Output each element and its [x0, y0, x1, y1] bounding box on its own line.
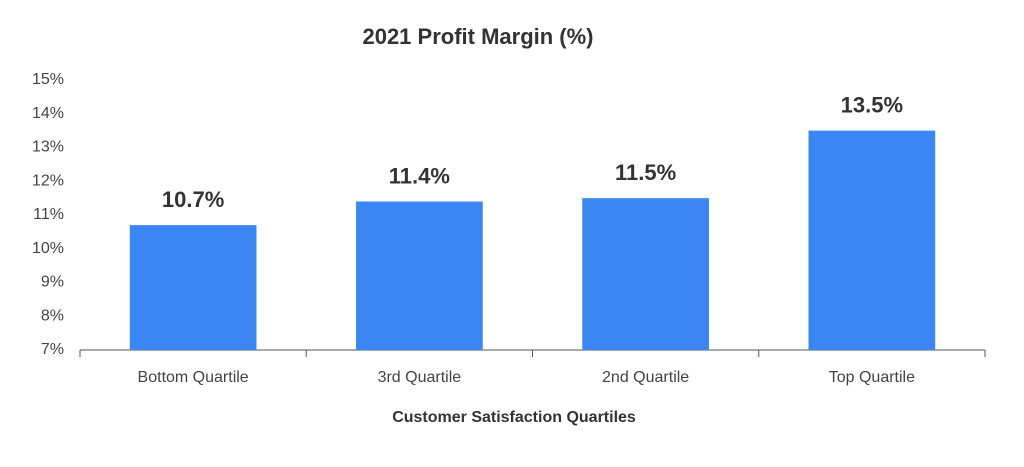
y-tick-label: 10%	[32, 240, 64, 257]
y-tick-label: 12%	[32, 172, 64, 189]
x-tick-label: 2nd Quartile	[602, 369, 689, 386]
x-tick-label: Bottom Quartile	[138, 369, 249, 386]
x-tick-label: Top Quartile	[829, 369, 915, 386]
y-tick-label: 7%	[41, 341, 64, 358]
data-label: 13.5%	[841, 92, 903, 117]
y-tick-label: 13%	[32, 139, 64, 156]
bar	[356, 201, 483, 350]
data-label: 11.5%	[615, 160, 676, 185]
x-axis-title: Customer Satisfaction Quartiles	[392, 409, 636, 426]
data-label: 11.4%	[389, 163, 450, 188]
x-tick-label: 3rd Quartile	[378, 369, 462, 386]
y-tick-label: 8%	[41, 307, 64, 324]
y-tick-label: 14%	[32, 105, 64, 122]
bar	[808, 130, 936, 350]
chart-title: 2021 Profit Margin (%)	[362, 24, 593, 49]
data-label: 10.7%	[162, 187, 224, 212]
y-tick-label: 15%	[32, 71, 64, 88]
y-tick-label: 11%	[33, 206, 64, 223]
bar	[129, 225, 257, 350]
bar	[582, 198, 709, 350]
y-tick-label: 9%	[41, 274, 64, 291]
